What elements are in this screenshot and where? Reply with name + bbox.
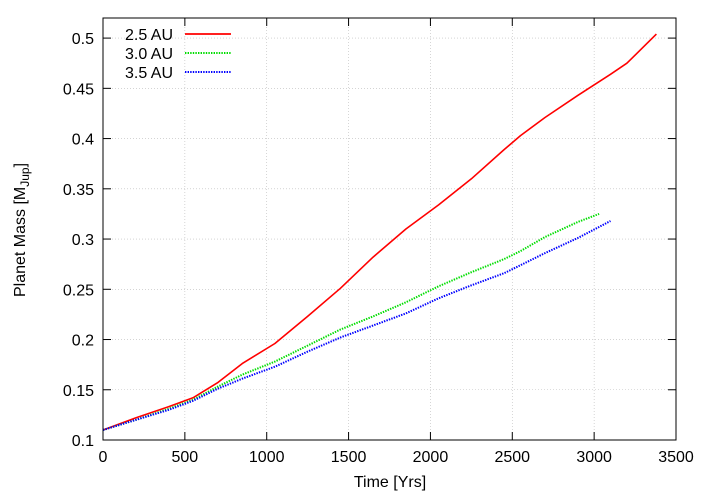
x-tick-label: 3500 [658,449,694,466]
y-axis-label-main: Planet Mass [M [12,187,29,297]
axis-ticks: 0 500 1000 1500 2000 2500 3000 3500 0.1 0.15 0.2 0.… [63,18,694,466]
grid [103,18,676,440]
x-tick-label: 3000 [576,449,612,466]
x-axis-label: Time [Yrs] [354,474,426,491]
y-tick-label: 0.2 [72,333,94,350]
x-tick-label: 1500 [331,449,367,466]
y-axis-label-close: ] [12,163,29,167]
x-tick-label: 2000 [413,449,449,466]
y-tick-label: 0.25 [63,282,94,299]
series-line-3 [102,220,611,431]
series-lines [102,33,657,431]
series-line-1 [102,33,657,431]
y-axis-label: Planet Mass [MJup] [12,163,32,297]
legend: 2.5 AU 3.0 AU 3.5 AU [125,27,231,82]
x-tick-label: 1000 [249,449,285,466]
legend-label: 3.5 AU [125,65,173,82]
y-tick-label: 0.15 [63,383,94,400]
y-tick-label: 0.35 [63,182,94,199]
plot-frame [102,17,677,441]
y-tick-label: 0.1 [72,433,94,450]
y-tick-label: 0.45 [63,81,94,98]
y-axis-label-sub: Jup [18,167,32,187]
x-tick-label: 2500 [494,449,530,466]
series-line-2 [102,212,600,431]
x-tick-label: 500 [172,449,199,466]
legend-label: 3.0 AU [125,46,173,63]
x-tick-label: 0 [99,449,108,466]
y-tick-label: 0.3 [72,232,94,249]
y-tick-label: 0.4 [72,132,94,149]
legend-label: 2.5 AU [125,27,173,44]
y-tick-label: 0.5 [72,31,94,48]
